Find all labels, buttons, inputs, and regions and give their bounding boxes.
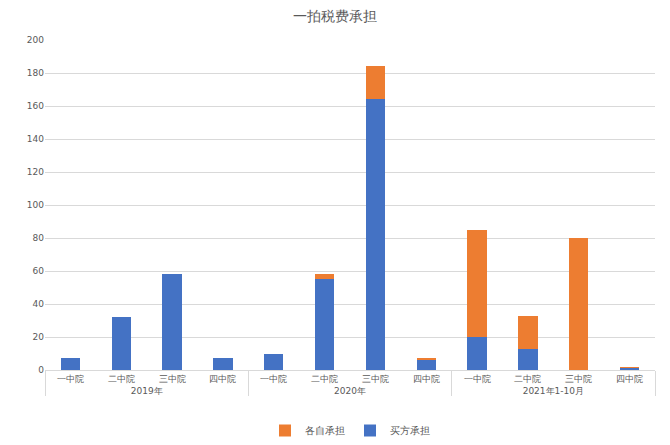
svg-text:2019年: 2019年	[131, 386, 163, 396]
svg-text:四中院: 四中院	[209, 374, 236, 384]
svg-text:2020年: 2020年	[334, 386, 366, 396]
svg-text:三中院: 三中院	[362, 374, 389, 384]
svg-text:三中院: 三中院	[565, 374, 592, 384]
svg-text:100: 100	[27, 200, 44, 210]
svg-text:0: 0	[38, 365, 44, 375]
svg-text:三中院: 三中院	[159, 374, 186, 384]
svg-text:四中院: 四中院	[616, 374, 643, 384]
svg-text:一中院: 一中院	[464, 374, 491, 384]
svg-text:200: 200	[27, 35, 44, 45]
svg-text:160: 160	[27, 101, 44, 111]
svg-text:180: 180	[27, 68, 44, 78]
svg-text:140: 140	[27, 134, 44, 144]
svg-text:买方承担: 买方承担	[390, 425, 430, 436]
svg-text:一拍税费承担: 一拍税费承担	[293, 8, 377, 24]
svg-text:2021年1-10月: 2021年1-10月	[523, 386, 584, 396]
svg-text:二中院: 二中院	[514, 374, 541, 384]
svg-text:各自承担: 各自承担	[305, 425, 345, 436]
svg-text:80: 80	[33, 233, 45, 243]
svg-text:120: 120	[27, 167, 44, 177]
svg-text:二中院: 二中院	[311, 374, 338, 384]
svg-text:一中院: 一中院	[260, 374, 287, 384]
svg-text:一中院: 一中院	[57, 374, 84, 384]
svg-text:20: 20	[33, 332, 45, 342]
svg-text:四中院: 四中院	[413, 374, 440, 384]
svg-text:二中院: 二中院	[108, 374, 135, 384]
svg-text:40: 40	[33, 299, 45, 309]
svg-text:60: 60	[33, 266, 45, 276]
